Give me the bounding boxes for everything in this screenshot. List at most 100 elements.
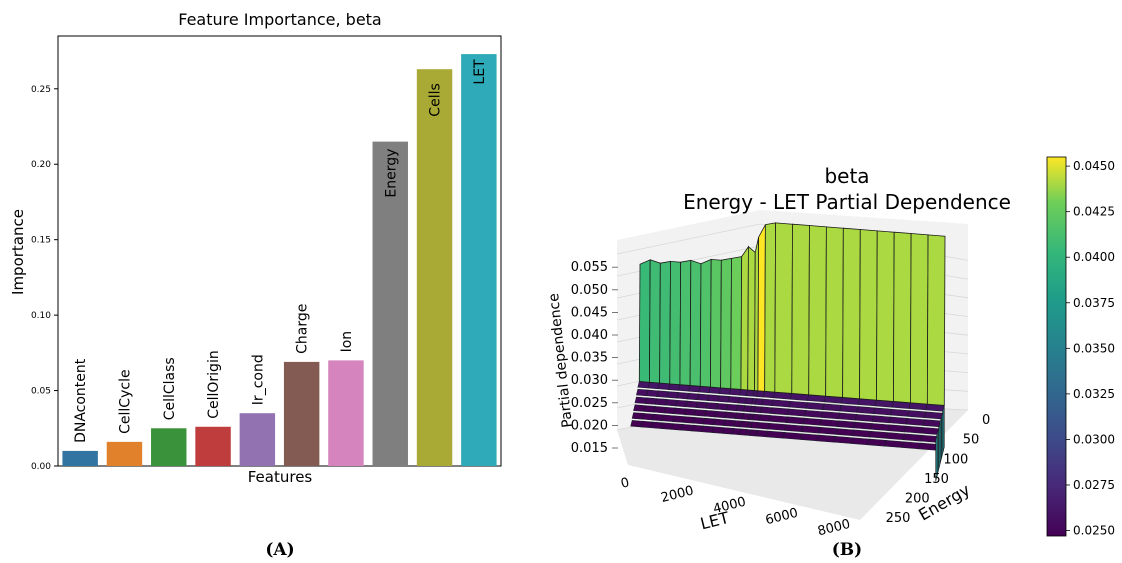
surface-floor-facet xyxy=(833,436,853,444)
surface-wall-facet xyxy=(699,258,712,388)
surface-floor-facet xyxy=(643,405,656,413)
colorbar xyxy=(1046,156,1067,537)
panel-label-b: (B) xyxy=(832,540,862,560)
surface-floor-facet xyxy=(761,398,774,406)
surface-floor-facet xyxy=(704,410,717,418)
surface-x-axis-label: LET xyxy=(698,508,731,533)
bar-let xyxy=(461,54,497,467)
surface-floor-facet xyxy=(666,391,679,399)
surface-floor-facet xyxy=(724,411,738,419)
surface-floor-facet xyxy=(839,404,859,413)
bar-category-label: Charge xyxy=(295,304,311,354)
surface-wall-facet xyxy=(649,259,661,384)
surface-floor-facet xyxy=(702,417,716,426)
surface-floor-facet xyxy=(691,424,704,433)
bar-y-tick-label: 0.15 xyxy=(31,236,51,246)
surface-floor-facet xyxy=(654,398,668,406)
surface-floor-facet xyxy=(695,401,708,409)
surface-wall-facet xyxy=(710,258,722,389)
surface-mesh xyxy=(630,222,946,482)
colorbar-tick-label: 0.0275 xyxy=(1073,478,1115,492)
bar-y-tick-label: 0.05 xyxy=(31,387,51,397)
surface-floor-facet xyxy=(723,419,736,427)
colorbar-tick-label: 0.0350 xyxy=(1073,341,1115,355)
surface-floor-facet xyxy=(907,410,927,418)
surface-floor-facet xyxy=(767,422,787,431)
surface-floor-facet xyxy=(717,395,730,403)
bar-y-axis-label: Importance xyxy=(9,209,27,295)
surface-floor-facet xyxy=(676,392,690,400)
surface-floor-facet xyxy=(646,389,659,397)
surface-floor-facet xyxy=(694,409,707,417)
surface-floor-facet xyxy=(665,399,678,407)
bar-cellorigin xyxy=(195,426,231,466)
bar-chart-panel: Feature Importance, beta 0.00 0.05 0.10 0.1… xyxy=(9,10,502,560)
surface-floor-facet xyxy=(663,406,677,415)
surface-floor-facet xyxy=(692,417,706,425)
colorbar-tick-label: 0.0450 xyxy=(1073,159,1115,173)
surface-wall-facet xyxy=(757,224,766,392)
surface-x-tick-label: 0 xyxy=(619,475,631,492)
bar-y-tick-label: 0.25 xyxy=(31,85,51,95)
colorbar-tick-label: 0.0300 xyxy=(1073,432,1115,446)
surface-floor-facet xyxy=(922,419,942,428)
colorbar-tick-label: 0.0375 xyxy=(1073,296,1115,310)
surface-floor-facet xyxy=(701,425,714,433)
surface-floor-facet xyxy=(801,425,821,434)
surface-floor-facet xyxy=(901,441,921,450)
surface-y-tick-label: 0 xyxy=(982,413,990,428)
surface-floor-facet xyxy=(821,411,841,420)
surface-floor-facet xyxy=(884,440,904,448)
surface-floor-facet xyxy=(816,434,836,443)
bar-ir_cond xyxy=(239,413,276,466)
surface-floor-facet xyxy=(671,423,684,431)
bar-cellcycle xyxy=(106,441,143,466)
surface-floor-facet xyxy=(785,416,805,425)
surface-wall-facet xyxy=(669,260,682,386)
surface-wall-facet xyxy=(740,245,749,391)
bar-plot-frame xyxy=(57,35,502,467)
surface-title-line2: Energy - LET Partial Dependence xyxy=(683,190,1011,214)
bar-charge xyxy=(283,361,320,466)
surface-z-tick-label: 0.040 xyxy=(571,328,608,343)
bar-dnacontent xyxy=(62,450,98,466)
surface-z-tick-label: 0.020 xyxy=(571,418,608,433)
surface-side-facet xyxy=(935,433,938,482)
surface-floor-facet xyxy=(636,388,649,397)
surface-floor-facet xyxy=(804,410,824,418)
surface-y-tick-label: 50 xyxy=(963,433,980,448)
surface-y-tick-label: 150 xyxy=(924,472,949,487)
bar-cellclass xyxy=(151,428,187,466)
bar-category-label: LET xyxy=(472,59,488,85)
colorbar-tick-label: 0.0325 xyxy=(1073,387,1115,401)
surface-wall-facet xyxy=(791,223,810,396)
bar-category-label: CellOrigin xyxy=(206,350,222,418)
surface-y-tick-label: 200 xyxy=(905,492,930,507)
bar-y-tick-label: 0.00 xyxy=(31,462,51,472)
surface-floor-facet xyxy=(905,418,925,426)
surface-floor-facet xyxy=(870,423,890,431)
surface-floor-facet xyxy=(902,433,923,442)
surface-floor-facet xyxy=(705,402,719,410)
bar-category-label: Ir_cond xyxy=(250,354,266,405)
surface-floor-facet xyxy=(641,413,655,421)
surface-wall-facet xyxy=(909,233,929,405)
surface-floor-facet xyxy=(685,400,698,408)
bar-ion xyxy=(328,360,364,466)
surface-x-tick-label: 8000 xyxy=(816,517,852,540)
colorbar-ticks: 0.0250 0.0275 0.0300 0.0325 0.0350 0.0375 0.04… xyxy=(1066,159,1115,538)
surface-floor-facet xyxy=(868,430,889,439)
surface-floor-facet xyxy=(867,438,887,447)
surface-floor-facet xyxy=(799,433,819,442)
surface-floor-facet xyxy=(755,429,769,438)
surface-floor-facet xyxy=(771,399,791,408)
surface-floor-facet xyxy=(672,415,685,423)
surface-floor-facet xyxy=(757,422,770,430)
bar-category-label: Cells xyxy=(428,83,444,116)
surface-floor-facet xyxy=(758,414,771,422)
surface-z-axis: 0.015 0.020 0.025 0.030 0.035 0.040 0.045 0.050… xyxy=(571,260,618,456)
surface-floor-facet xyxy=(660,422,674,430)
surface-floor-facet xyxy=(662,414,675,422)
surface-floor-facet xyxy=(684,408,697,416)
